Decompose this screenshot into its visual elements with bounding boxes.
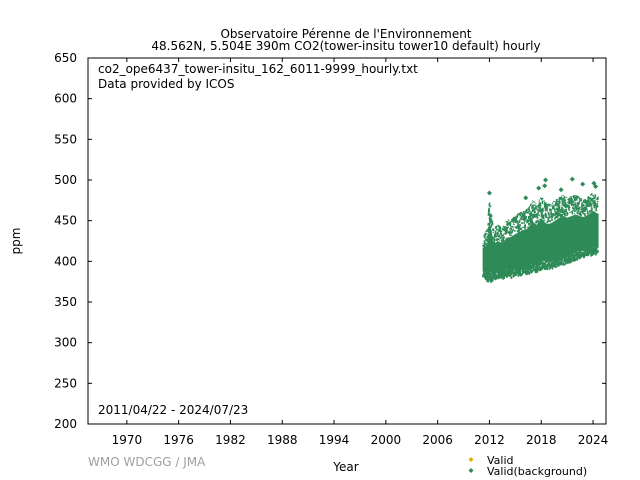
y-tick-label: 450 — [54, 214, 77, 228]
data-layer — [481, 176, 600, 283]
valid-background-point — [558, 187, 564, 193]
valid-background-point — [486, 190, 492, 196]
valid-background-point — [593, 184, 599, 190]
x-tick-label: 2000 — [371, 433, 402, 447]
y-tick-label: 400 — [54, 254, 77, 268]
y-axis-ticks: 200 250 300 350 400 450 500 550 600 650 — [54, 51, 606, 431]
y-tick-label: 250 — [54, 376, 77, 390]
legend-label-valid: Valid — [487, 454, 514, 467]
legend: Valid Valid(background) — [468, 454, 587, 478]
provider-annotation: Data provided by ICOS — [98, 77, 234, 91]
x-tick-label: 1994 — [319, 433, 350, 447]
legend-marker-background — [468, 468, 474, 473]
x-tick-label: 1982 — [215, 433, 246, 447]
filename-annotation: co2_ope6437_tower-insitu_162_6011-9999_h… — [98, 62, 418, 76]
y-axis-label: ppm — [9, 228, 23, 255]
y-tick-label: 200 — [54, 417, 77, 431]
valid-background-point — [523, 195, 529, 201]
valid-background-point — [569, 176, 575, 182]
y-tick-label: 350 — [54, 295, 77, 309]
period-annotation: 2011/04/22 - 2024/07/23 — [98, 403, 248, 417]
y-tick-label: 300 — [54, 336, 77, 350]
credit-text: WMO WDCGG / JMA — [88, 455, 206, 469]
y-tick-label: 600 — [54, 92, 77, 106]
legend-marker-valid — [468, 457, 474, 462]
y-tick-label: 650 — [54, 51, 77, 65]
valid-background-point — [536, 185, 542, 191]
x-tick-label: 2018 — [526, 433, 557, 447]
legend-label-background: Valid(background) — [487, 465, 587, 478]
x-axis-label: Year — [332, 460, 358, 474]
chart-title-line2: 48.562N, 5.504E 390m CO2(tower-insitu to… — [151, 39, 540, 53]
x-tick-label: 1988 — [267, 433, 298, 447]
plot-frame — [87, 57, 607, 425]
y-tick-label: 500 — [54, 173, 77, 187]
x-tick-label: 2012 — [474, 433, 505, 447]
y-tick-label: 550 — [54, 132, 77, 146]
valid-background-point — [580, 181, 586, 187]
x-tick-label: 1976 — [163, 433, 194, 447]
valid-background-point — [543, 177, 549, 183]
chart-title-line1: Observatoire Pérenne de l'Environnement — [220, 27, 471, 41]
x-axis-ticks: 1970 1976 1982 1988 1994 2000 2006 2012 2018 2024 — [112, 58, 609, 447]
x-tick-label: 1970 — [112, 433, 143, 447]
valid-background-cloud — [481, 193, 600, 283]
x-tick-label: 2006 — [422, 433, 453, 447]
valid-background-point — [542, 183, 548, 189]
x-tick-label: 2024 — [578, 433, 609, 447]
